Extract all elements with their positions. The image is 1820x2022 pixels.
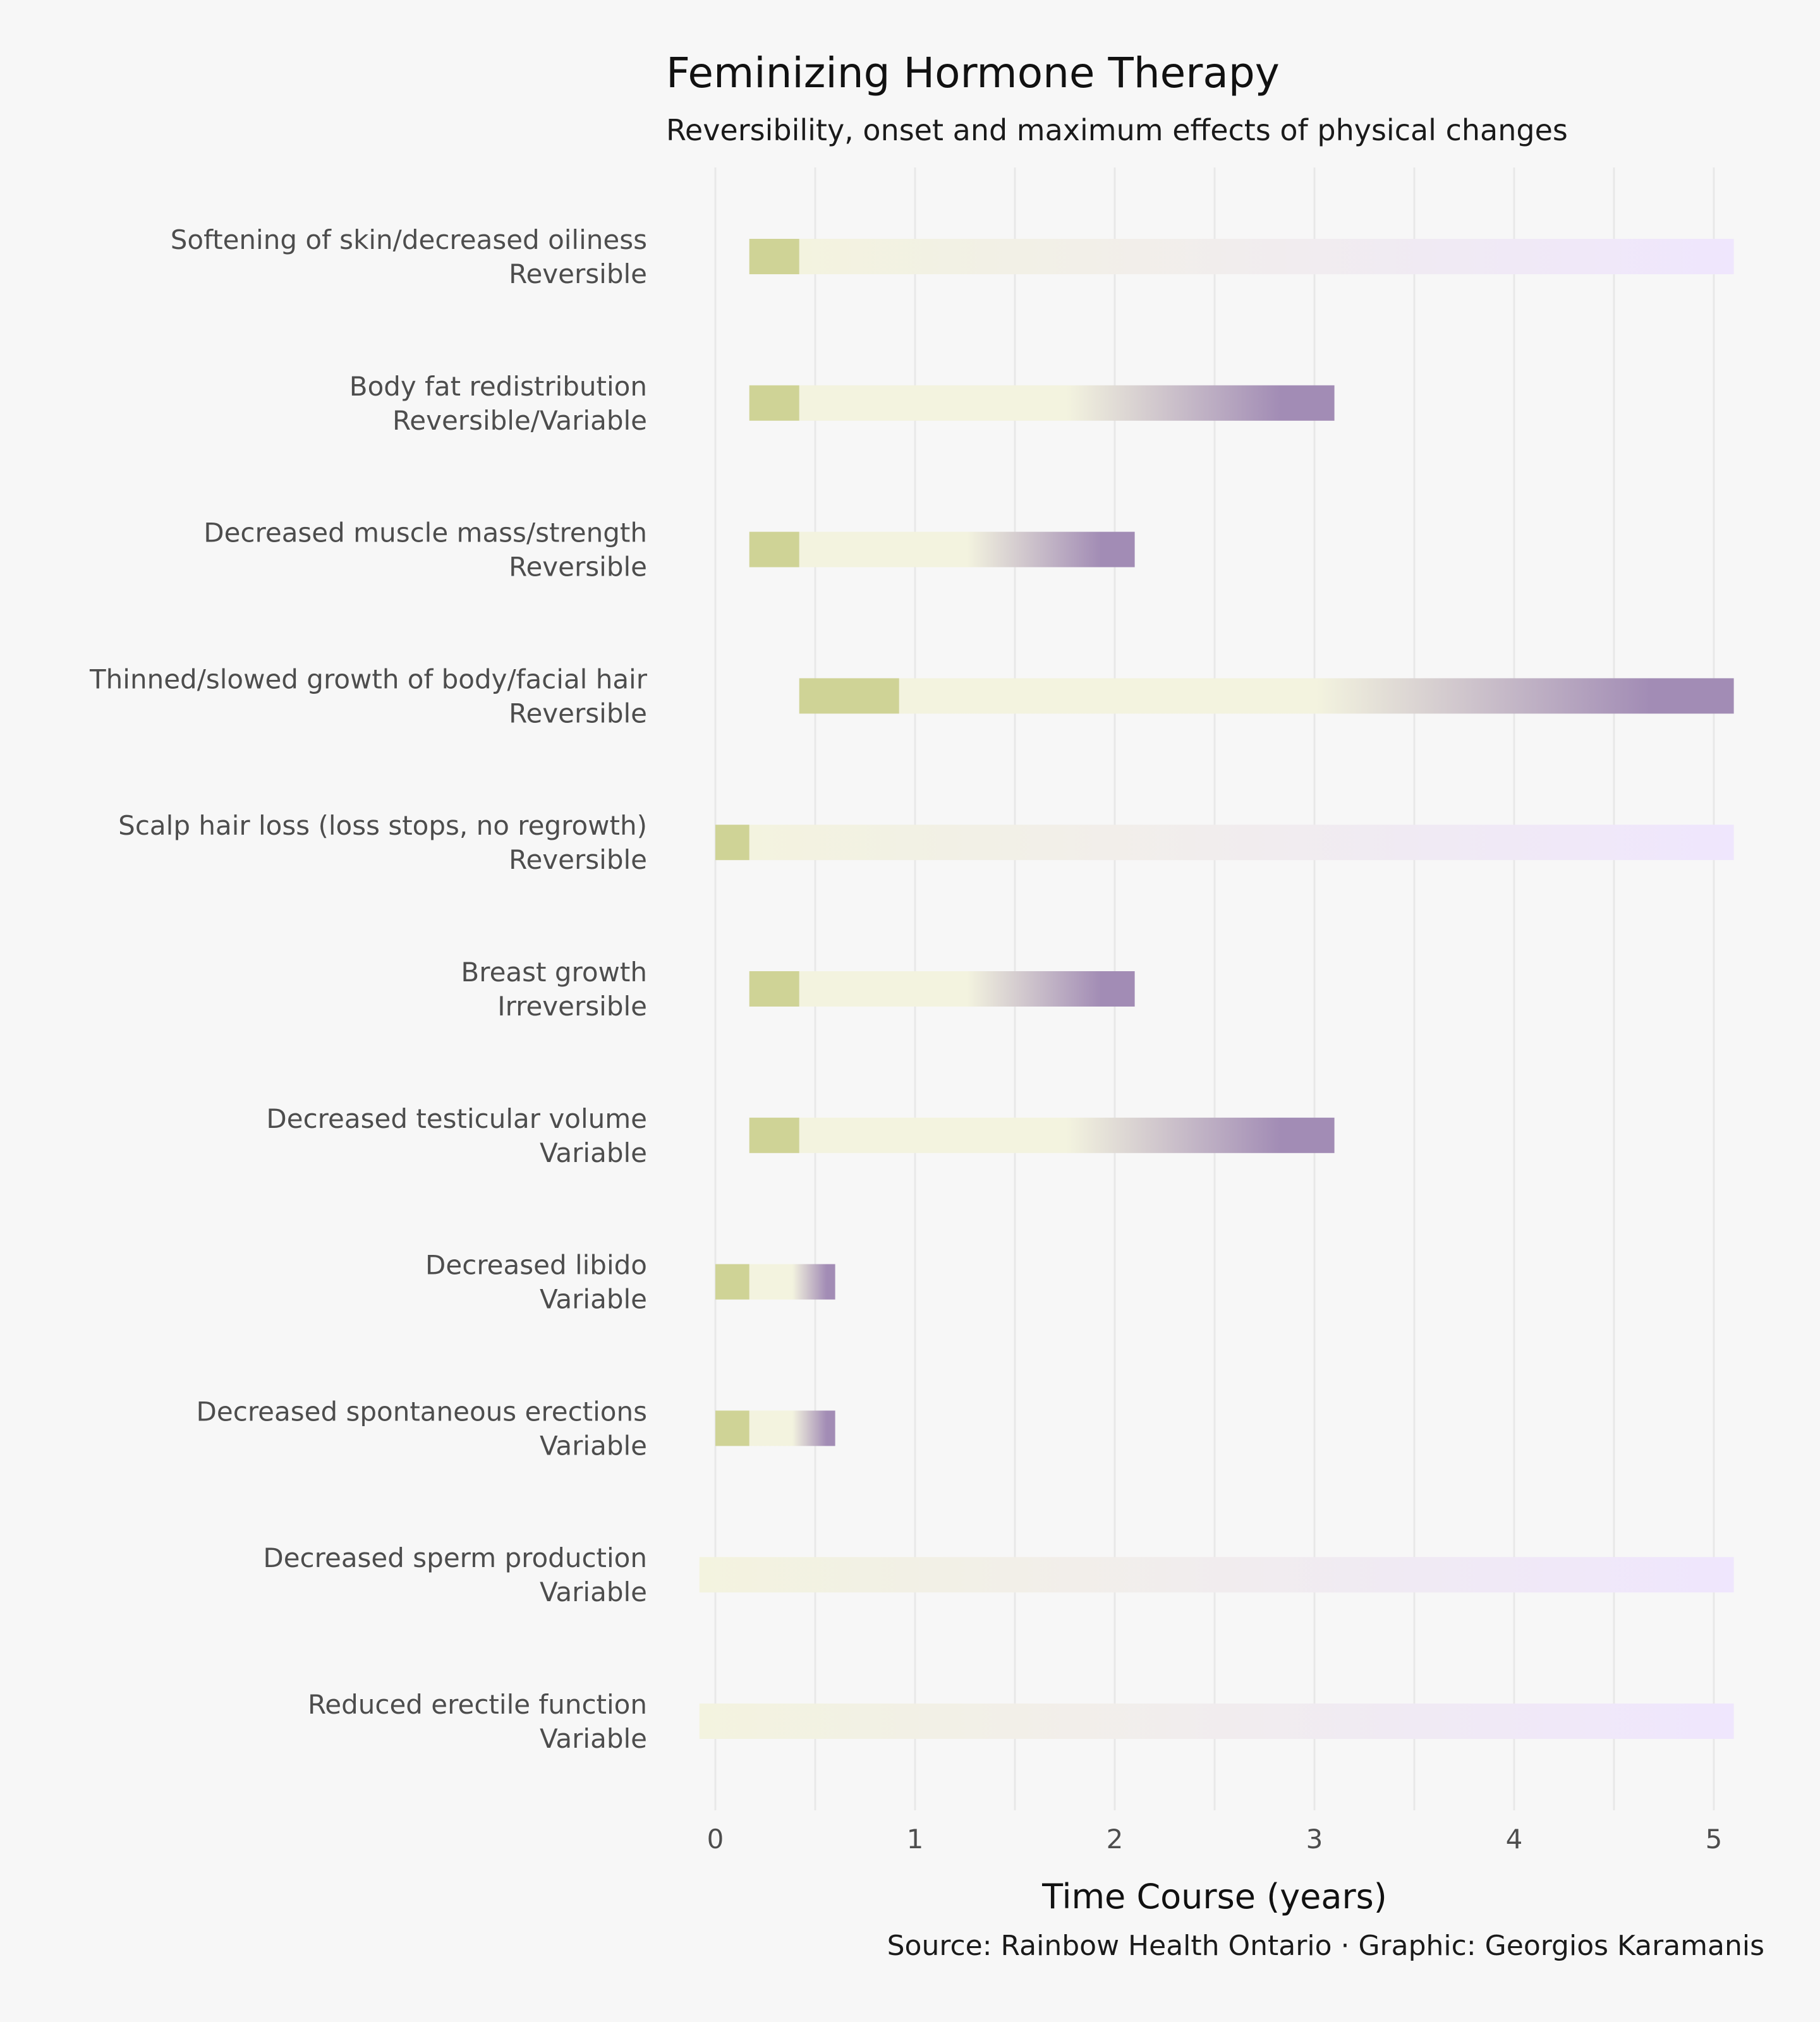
progression-bar (799, 239, 1734, 274)
effect-label: Body fat redistribution (349, 371, 647, 402)
effect-label: Decreased sperm production (263, 1542, 647, 1573)
progression-bar (749, 825, 1734, 861)
effect-label: Reduced erectile function (308, 1689, 647, 1720)
reversibility-label: Reversible (509, 258, 647, 289)
reversibility-label: Reversible (509, 844, 647, 875)
effect-label: Decreased muscle mass/strength (203, 518, 647, 548)
x-tick-label: 2 (1107, 1824, 1124, 1855)
onset-bar (749, 971, 799, 1007)
x-tick-label: 1 (907, 1824, 924, 1855)
progression-bar (799, 1117, 1335, 1153)
progression-bar (699, 1557, 1734, 1593)
onset-bar (749, 239, 799, 274)
grid-lines (714, 167, 1715, 1810)
effect-label: Scalp hair loss (loss stops, no regrowth… (118, 810, 647, 841)
reversibility-label: Variable (540, 1723, 647, 1754)
effect-label: Breast growth (461, 957, 647, 988)
chart-title: Feminizing Hormone Therapy (666, 49, 1280, 97)
progression-bar (899, 678, 1734, 714)
x-tick-label: 5 (1706, 1824, 1723, 1855)
progression-bar (799, 385, 1335, 421)
onset-bar (715, 1264, 749, 1300)
onset-bar (715, 1410, 749, 1446)
reversibility-label: Reversible/Variable (392, 405, 647, 436)
category-labels: Softening of skin/decreased oilinessReve… (89, 224, 648, 1754)
source-caption: Source: Rainbow Health Ontario · Graphic… (887, 1930, 1764, 1962)
onset-bar (749, 385, 799, 421)
progression-bar (799, 531, 1135, 567)
effect-label: Decreased spontaneous erections (197, 1396, 647, 1427)
reversibility-label: Reversible (509, 552, 647, 583)
x-tick-label: 4 (1506, 1824, 1523, 1855)
bars (699, 239, 1734, 1739)
reversibility-label: Variable (540, 1577, 647, 1607)
reversibility-label: Variable (540, 1284, 647, 1315)
reversibility-label: Reversible (509, 698, 647, 729)
chart-subtitle: Reversibility, onset and maximum effects… (666, 113, 1568, 147)
progression-bar (749, 1410, 835, 1446)
onset-bar (749, 1117, 799, 1153)
progression-bar (749, 1264, 835, 1300)
onset-bar (715, 825, 749, 861)
onset-bar (799, 678, 899, 714)
effect-label: Thinned/slowed growth of body/facial hai… (89, 663, 648, 694)
reversibility-label: Variable (540, 1430, 647, 1461)
effect-label: Softening of skin/decreased oiliness (171, 224, 647, 255)
x-tick-label: 3 (1306, 1824, 1323, 1855)
reversibility-label: Irreversible (497, 991, 647, 1022)
progression-bar (699, 1704, 1734, 1739)
x-tick-label: 0 (707, 1824, 724, 1855)
x-axis-title: Time Course (years) (1041, 1877, 1387, 1916)
reversibility-label: Variable (540, 1137, 647, 1168)
x-axis-ticks: 0 1 2 3 4 5 (707, 1824, 1723, 1855)
effect-label: Decreased testicular volume (266, 1103, 647, 1134)
effect-label: Decreased libido (425, 1250, 647, 1281)
onset-bar (749, 531, 799, 567)
progression-bar (799, 971, 1135, 1007)
